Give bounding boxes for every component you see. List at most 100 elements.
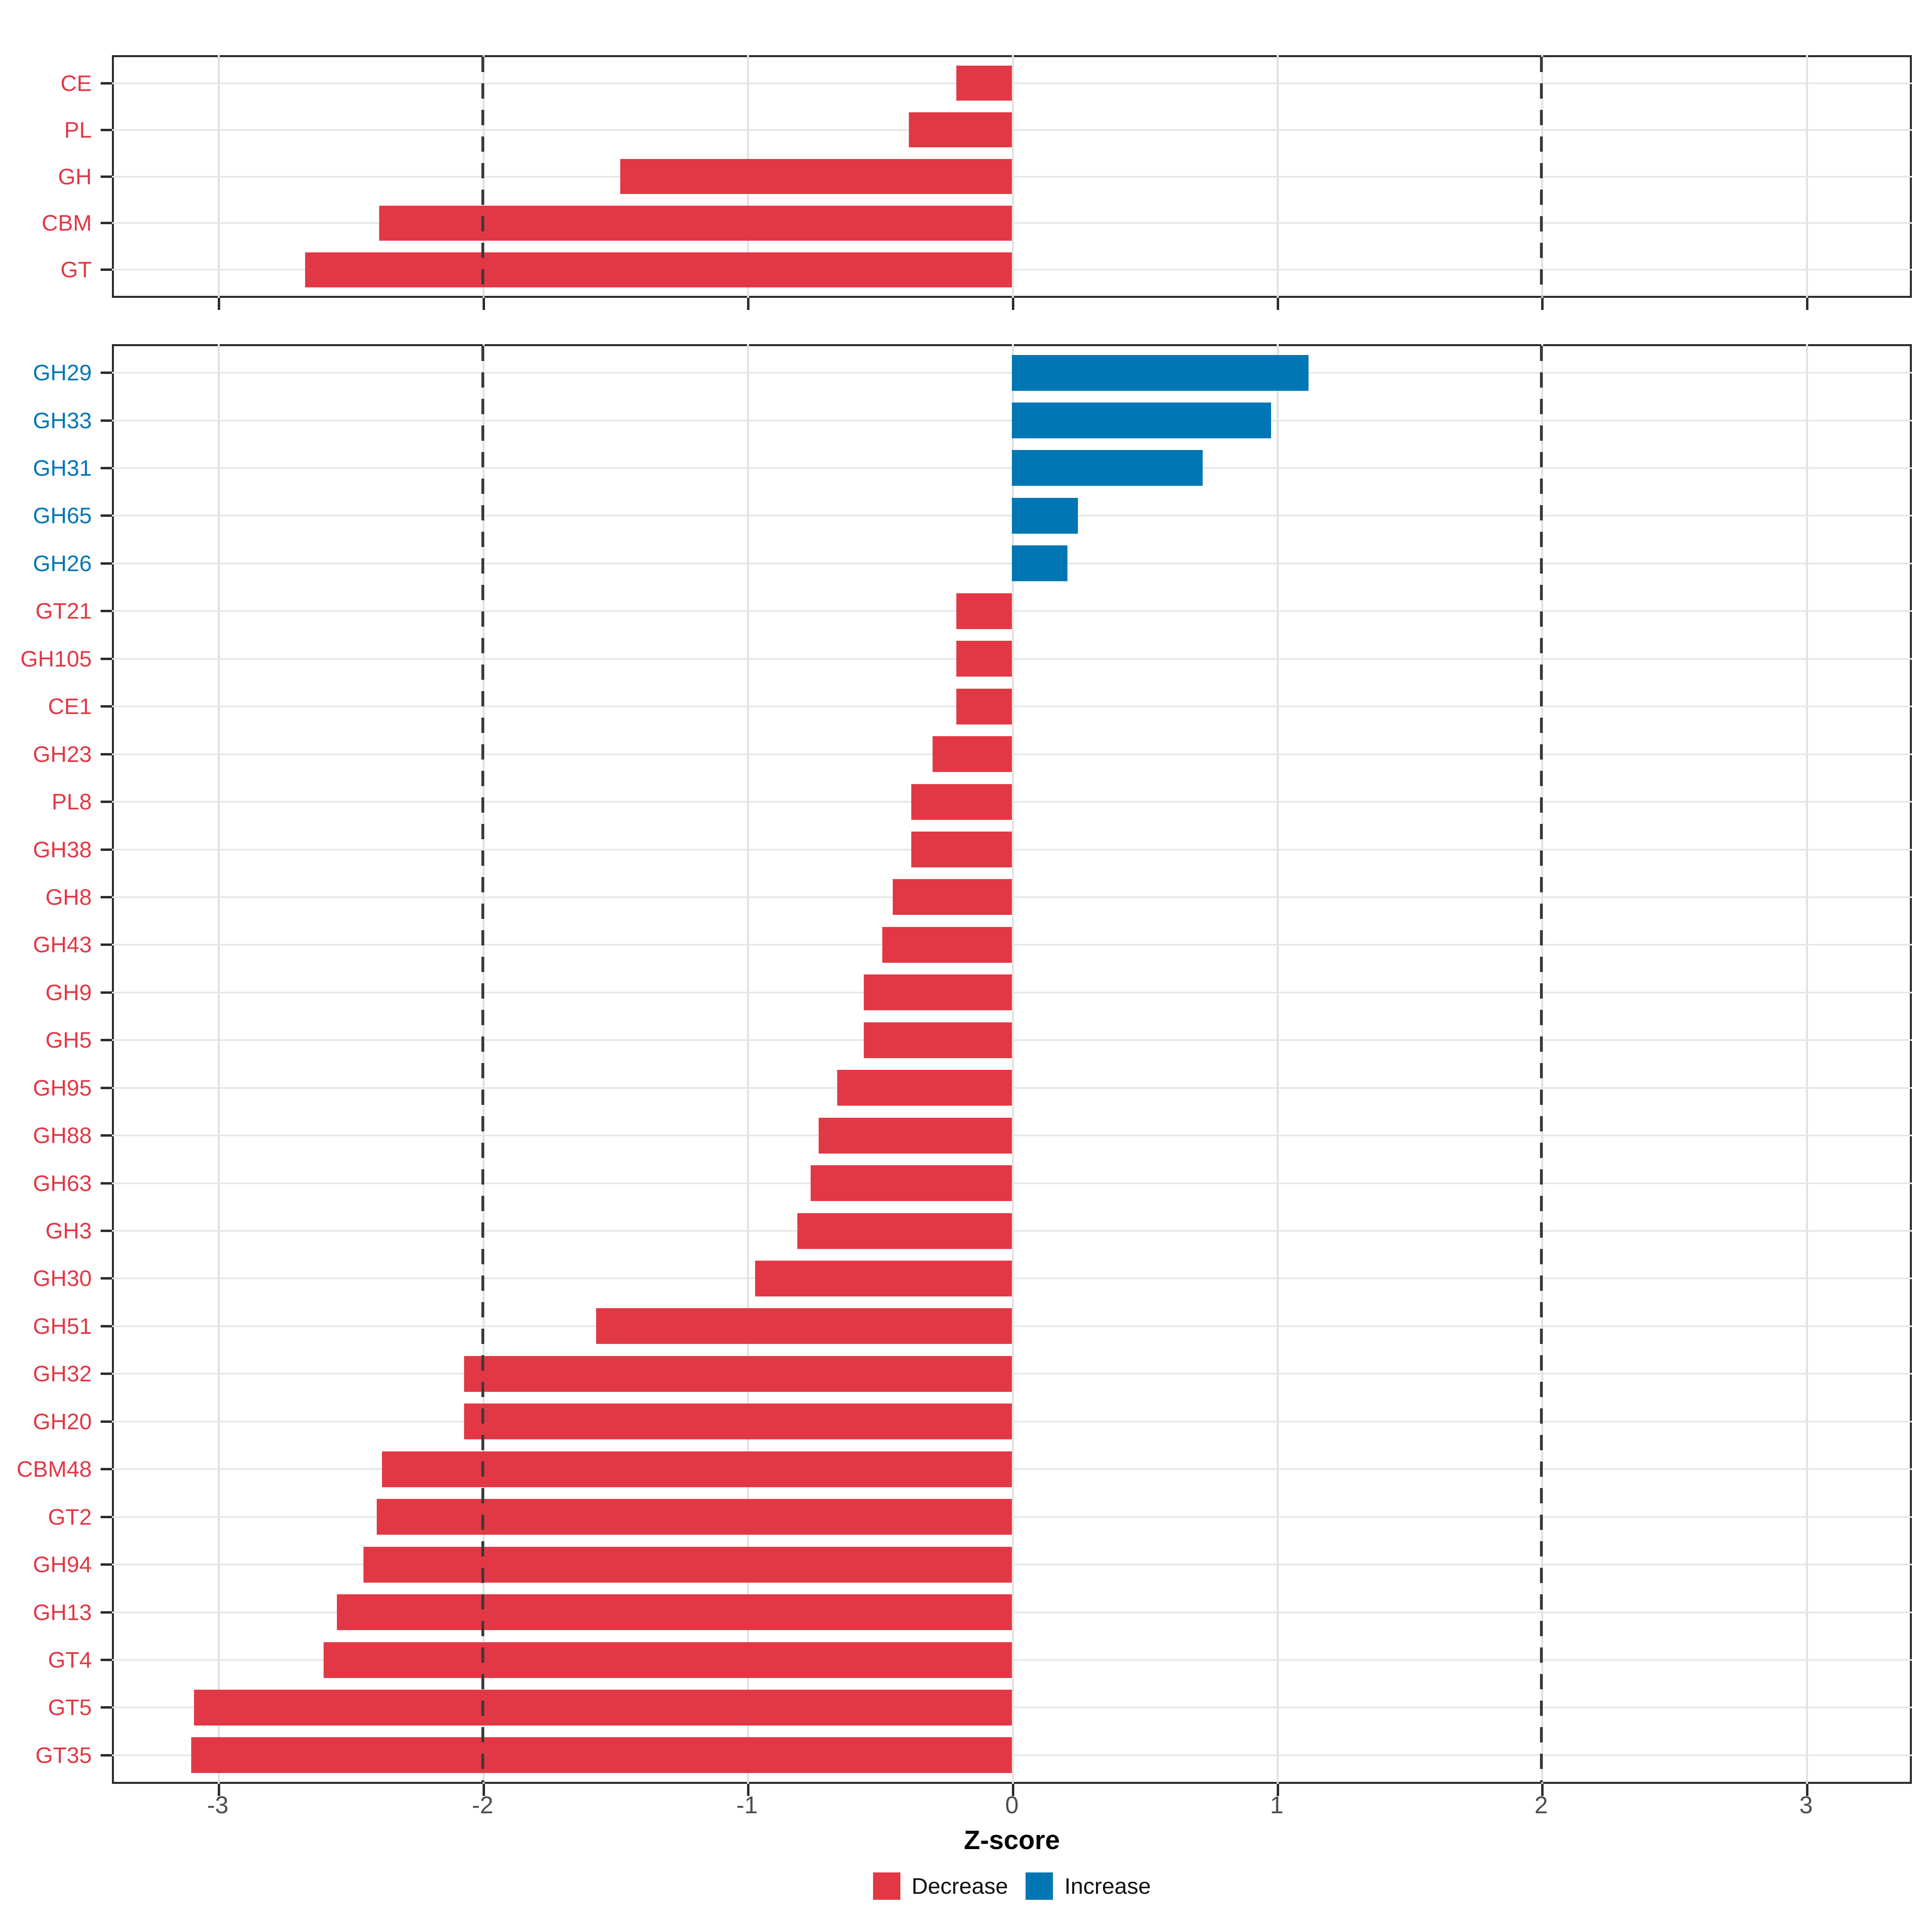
gridline-x--3 — [218, 344, 220, 1784]
gridline-x-1 — [1277, 344, 1279, 1784]
x-tick-mark — [218, 298, 220, 310]
dashed-line-2 — [1540, 346, 1543, 1782]
y-axis-tick-mark — [101, 175, 112, 178]
y-axis-tick-mark — [101, 1039, 112, 1041]
x-tick-label-2: 2 — [1534, 1792, 1548, 1818]
y-axis-tick-mark — [101, 753, 112, 755]
gridline-y — [112, 753, 1912, 755]
bar-CBM48 — [382, 1451, 1012, 1487]
x-tick-mark — [1012, 298, 1014, 310]
bar-GH88 — [819, 1118, 1012, 1154]
x-tick-mark — [1012, 1784, 1014, 1796]
bar-GH43 — [882, 927, 1012, 963]
x-tick-mark — [747, 1784, 749, 1796]
y-label-GH3: GH3 — [45, 1218, 92, 1243]
bar-GH9 — [864, 974, 1012, 1010]
y-label-GH5: GH5 — [45, 1027, 92, 1053]
gridline-y — [112, 610, 1912, 612]
gridline-y — [112, 1278, 1912, 1279]
y-axis-tick-mark — [101, 610, 112, 612]
gridline-y — [112, 1373, 1912, 1375]
y-label-GH20: GH20 — [33, 1409, 92, 1434]
legend-label-decrease: Decrease — [911, 1873, 1008, 1899]
gridline-y — [112, 706, 1912, 707]
bar-GT4 — [324, 1642, 1012, 1678]
gridline-y — [112, 658, 1912, 660]
y-label-GH26: GH26 — [33, 551, 92, 576]
y-label-GH31: GH31 — [33, 455, 92, 481]
gridline-y — [112, 1516, 1912, 1518]
x-tick-mark — [1277, 1784, 1279, 1796]
increase-swatch-icon — [1026, 1872, 1053, 1900]
y-label-CE: CE — [60, 70, 92, 96]
legend-item-increase: Increase — [1026, 1872, 1151, 1900]
y-axis-tick-mark — [101, 705, 112, 708]
gridline-y — [112, 1325, 1912, 1327]
gridline-y — [112, 1087, 1912, 1089]
y-label-GH65: GH65 — [33, 503, 92, 528]
y-label-GH13: GH13 — [33, 1600, 92, 1625]
y-axis-tick-mark — [101, 1754, 112, 1757]
gridline-y — [112, 1612, 1912, 1613]
y-label-GH30: GH30 — [33, 1265, 92, 1291]
bar-GH20 — [464, 1404, 1012, 1439]
bar-GH51 — [596, 1308, 1012, 1344]
y-label-GT2: GT2 — [48, 1504, 92, 1530]
y-axis-tick-mark — [101, 1420, 112, 1423]
bar-GH29 — [1012, 355, 1309, 391]
y-axis-tick-mark — [101, 1373, 112, 1375]
bar-GH26 — [1012, 545, 1067, 581]
bar-CE1 — [956, 689, 1012, 724]
bar-GH65 — [1012, 498, 1078, 534]
y-axis-tick-mark — [101, 1468, 112, 1470]
y-label-GT: GT — [60, 257, 92, 282]
x-tick-mark — [483, 298, 485, 310]
bar-GH95 — [837, 1070, 1012, 1106]
x-axis-title: Z-score — [964, 1825, 1060, 1855]
gridline-x--1 — [747, 344, 749, 1784]
bar-GH3 — [797, 1213, 1012, 1249]
x-tick-mark — [1806, 1784, 1808, 1796]
x-tick-label-3: 3 — [1799, 1792, 1813, 1818]
y-label-CBM48: CBM48 — [17, 1456, 92, 1482]
x-tick-label-1: 1 — [1270, 1792, 1284, 1818]
bar-GT21 — [956, 593, 1012, 629]
gridline-y — [112, 896, 1912, 898]
y-axis-tick-mark — [101, 848, 112, 851]
gridline-y — [112, 944, 1912, 945]
legend-item-decrease: Decrease — [873, 1872, 1008, 1900]
y-label-GH63: GH63 — [33, 1170, 92, 1196]
y-axis-tick-mark — [101, 82, 112, 85]
y-label-GH33: GH33 — [33, 408, 92, 433]
gridline-y — [112, 1468, 1912, 1470]
bar-GH32 — [464, 1356, 1012, 1392]
y-label-GH38: GH38 — [33, 837, 92, 862]
x-tick-mark — [1806, 298, 1808, 310]
y-label-GH29: GH29 — [33, 360, 92, 385]
dashed-line--2 — [481, 57, 484, 296]
gridline-y — [112, 129, 1912, 131]
y-label-CE1: CE1 — [48, 694, 92, 719]
gridline-y — [112, 176, 1912, 178]
y-axis-tick-mark — [101, 467, 112, 469]
bar-GH105 — [956, 641, 1012, 677]
legend-label-increase: Increase — [1064, 1873, 1151, 1899]
y-axis-tick-mark — [101, 1325, 112, 1327]
bar-GH94 — [363, 1547, 1012, 1583]
legend: Decrease Increase — [112, 1872, 1912, 1900]
bar-GH31 — [1012, 450, 1203, 486]
bar-GH33 — [1012, 402, 1271, 438]
gridline-y — [112, 1230, 1912, 1232]
x-tick-label--1: -1 — [736, 1792, 758, 1818]
y-label-GH9: GH9 — [45, 980, 92, 1005]
y-label-GH88: GH88 — [33, 1123, 92, 1148]
gridline-y — [112, 1421, 1912, 1422]
y-label-GT21: GT21 — [35, 598, 92, 623]
x-tick-mark — [218, 1784, 220, 1796]
gridline-y — [112, 801, 1912, 803]
gridline-y — [112, 992, 1912, 993]
y-label-PL: PL — [64, 117, 92, 142]
y-axis-tick-mark — [101, 1611, 112, 1614]
y-axis-tick-mark — [101, 1087, 112, 1089]
